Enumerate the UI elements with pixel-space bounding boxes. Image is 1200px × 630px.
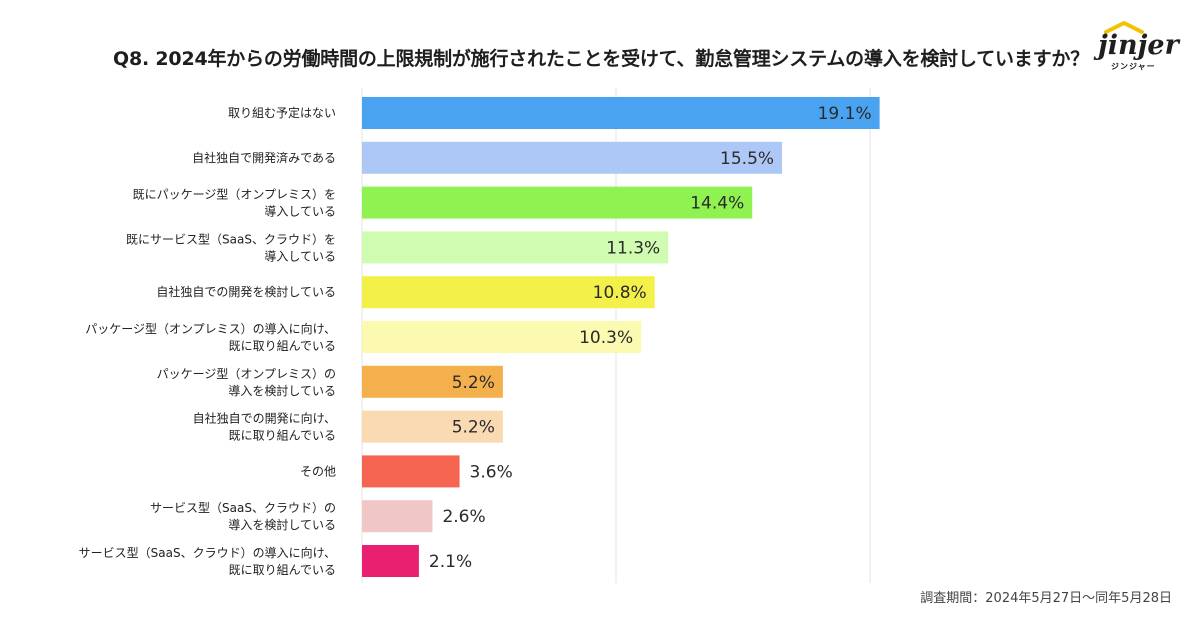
bar bbox=[362, 365, 503, 398]
bar bbox=[362, 276, 655, 309]
category-label: サービス型（SaaS、クラウド）の導入を検討している bbox=[150, 501, 336, 532]
brand-kana: ジンジャー bbox=[1111, 62, 1156, 71]
bar bbox=[362, 97, 880, 129]
category-label: 既にサービス型（SaaS、クラウド）を導入している bbox=[126, 232, 336, 263]
category-label-line: 既に取り組んでいる bbox=[229, 429, 336, 443]
data-label: 10.8% bbox=[593, 283, 647, 303]
category-label: 自社独自での開発に向け、既に取り組んでいる bbox=[193, 411, 336, 443]
category-label: 取り組む予定はない bbox=[228, 105, 336, 120]
category-label-line: 自社独自で開発済みである bbox=[192, 150, 336, 165]
survey-period-note: 調査期間：2024年5月27日〜同年5月28日 bbox=[920, 591, 1172, 606]
category-label-line: 既にパッケージ型（オンプレミス）を bbox=[133, 188, 336, 202]
bar bbox=[362, 500, 433, 533]
data-label: 11.3% bbox=[606, 238, 660, 258]
category-label-line: 導入している bbox=[264, 205, 336, 219]
data-label: 5.2% bbox=[452, 373, 495, 393]
category-label-line: 自社独自での開発を検討している bbox=[156, 284, 336, 299]
data-label: 3.6% bbox=[470, 462, 513, 482]
category-label: サービス型（SaaS、クラウド）の導入に向け、既に取り組んでいる bbox=[79, 545, 336, 577]
category-label-line: 取り組む予定はない bbox=[228, 105, 336, 120]
category-label: パッケージ型（オンプレミス）の導入を検討している bbox=[157, 367, 336, 398]
house-roof-icon bbox=[1104, 21, 1144, 34]
data-label: 10.3% bbox=[579, 328, 633, 348]
bar bbox=[362, 231, 669, 264]
data-label: 15.5% bbox=[720, 149, 774, 169]
category-label: 自社独自で開発済みである bbox=[192, 150, 336, 165]
category-label-line: 導入を検討している bbox=[228, 383, 336, 398]
brand-logo: jinjer ジンジャー bbox=[1098, 20, 1180, 74]
data-label: 2.1% bbox=[429, 552, 472, 572]
data-label: 14.4% bbox=[690, 194, 744, 214]
data-label: 2.6% bbox=[442, 507, 485, 527]
category-label-line: パッケージ型（オンプレミス）の導入に向け、 bbox=[85, 321, 336, 336]
category-label-line: 自社独自での開発に向け、 bbox=[193, 411, 336, 426]
bar bbox=[362, 545, 419, 577]
category-label-line: その他 bbox=[300, 464, 336, 478]
bar bbox=[362, 410, 503, 443]
category-label: パッケージ型（オンプレミス）の導入に向け、既に取り組んでいる bbox=[85, 321, 336, 353]
category-label: その他 bbox=[300, 464, 336, 478]
category-label-line: 既にサービス型（SaaS、クラウド）を bbox=[126, 232, 336, 246]
category-label-line: 導入している bbox=[264, 249, 336, 263]
chart-title: Q8. 2024年からの労働時間の上限規制が施行されたことを受けて、勤怠管理シス… bbox=[113, 48, 1089, 70]
bar bbox=[362, 186, 753, 219]
category-label-line: 既に取り組んでいる bbox=[229, 563, 336, 577]
bar bbox=[362, 141, 783, 174]
data-label: 19.1% bbox=[818, 104, 872, 124]
brand-name: jinjer bbox=[1098, 30, 1179, 61]
data-label: 5.2% bbox=[452, 418, 495, 438]
category-label-line: サービス型（SaaS、クラウド）の導入に向け、 bbox=[79, 545, 336, 560]
category-label: 既にパッケージ型（オンプレミス）を導入している bbox=[133, 188, 336, 219]
category-label-line: 導入を検討している bbox=[228, 517, 336, 532]
category-label-line: パッケージ型（オンプレミス）の bbox=[157, 367, 336, 381]
category-label-line: 既に取り組んでいる bbox=[229, 339, 336, 353]
category-label: 自社独自での開発を検討している bbox=[156, 284, 336, 299]
category-label-line: サービス型（SaaS、クラウド）の bbox=[150, 501, 336, 515]
bar bbox=[362, 321, 642, 353]
bar bbox=[362, 455, 460, 488]
